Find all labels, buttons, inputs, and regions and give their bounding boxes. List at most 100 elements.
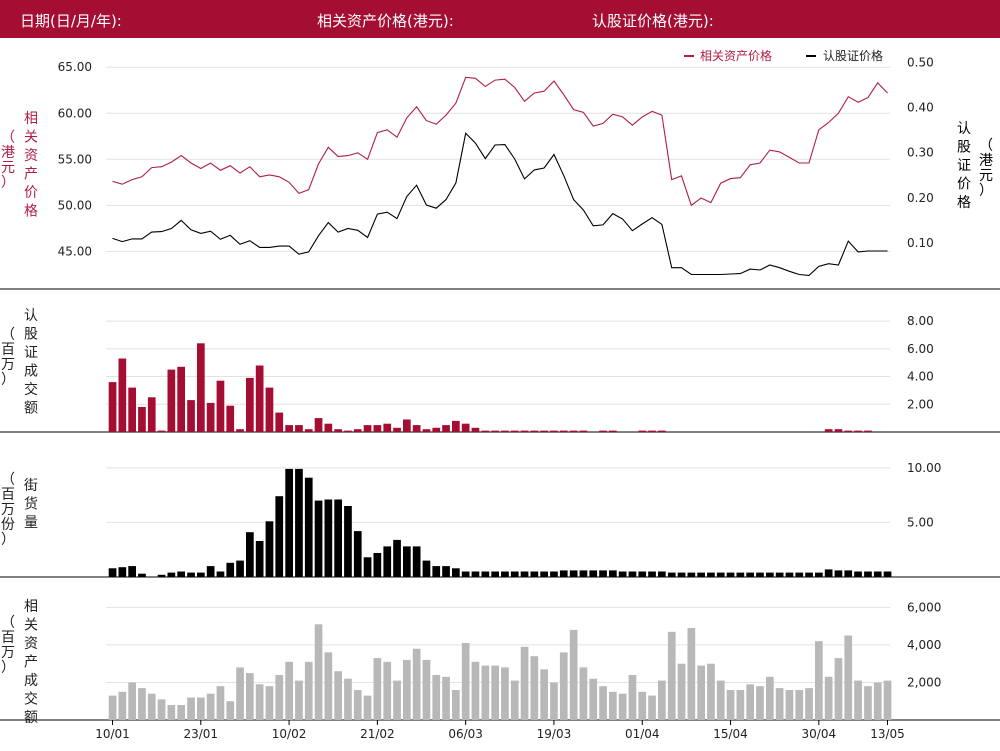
underlying-turnover-bar xyxy=(491,665,499,720)
outstanding-bar xyxy=(883,571,892,577)
underlying-turnover-bar xyxy=(461,643,470,720)
underlying-turnover-bar xyxy=(255,684,264,720)
underlying-turnover-bar xyxy=(324,652,333,720)
warrant-turnover-bar xyxy=(167,369,176,432)
underlying-turnover-bar xyxy=(295,680,303,720)
warrant-turnover-bar xyxy=(432,427,441,432)
warrant-turnover-bar xyxy=(334,429,342,432)
outstanding-bar xyxy=(471,571,480,577)
outstanding-bar xyxy=(618,571,627,577)
outstanding-bar xyxy=(756,572,764,577)
outstanding-bar xyxy=(491,571,499,577)
underlying-turnover-bar xyxy=(334,671,342,720)
outstanding-bar xyxy=(687,572,696,577)
outstanding-bar xyxy=(677,572,686,577)
outstanding-bar xyxy=(167,572,176,577)
underlying-turnover-bar xyxy=(756,686,764,720)
y-right-axis-unit: 元 xyxy=(979,168,993,184)
underlying-turnover-axis-unit: 万 xyxy=(1,645,15,661)
warrant-turnover-bar xyxy=(412,425,421,432)
underlying-turnover-bar xyxy=(569,629,578,720)
y-left-axis-label: 产 xyxy=(24,167,38,183)
date-label: 日期(日/月/年): xyxy=(20,12,122,30)
warrant-turnover-bar xyxy=(648,430,656,432)
underlying-turnover-bar xyxy=(540,669,548,720)
outstanding-bar xyxy=(628,571,637,577)
underlying-turnover-bar xyxy=(187,697,195,720)
outstanding-bar xyxy=(599,570,607,577)
outstanding-bar xyxy=(206,566,215,577)
underlying-turnover-bar xyxy=(108,695,117,720)
outstanding-bar xyxy=(432,566,441,577)
underlying-turnover-bar xyxy=(481,665,490,720)
underlying-turnover-bar xyxy=(707,663,715,720)
x-axis-tick-label: 10/02 xyxy=(272,727,307,741)
underlying-turnover-bar xyxy=(118,691,127,720)
underlying-turnover-bar xyxy=(530,656,539,720)
y-right-axis-unit: （ xyxy=(979,138,993,154)
y-left-axis-unit: （ xyxy=(1,130,15,146)
outstanding-bar xyxy=(834,570,843,577)
underlying-turnover-axis-label: 交 xyxy=(24,691,38,708)
underlying-turnover-axis-label: 资 xyxy=(24,636,38,652)
outstanding-bar xyxy=(197,572,205,577)
warrant-turnover-axis-label: 额 xyxy=(24,401,38,417)
underlying-turnover-bar xyxy=(785,690,794,720)
underlying-turnover-bar xyxy=(589,678,598,720)
outstanding-bar xyxy=(667,572,676,577)
warrant-turnover-bar xyxy=(422,429,431,432)
underlying-turnover-bar xyxy=(412,648,421,720)
warrant-turnover-bar xyxy=(452,420,460,432)
x-axis-tick-label: 21/02 xyxy=(360,727,395,741)
x-axis-tick-label: 30/04 xyxy=(802,727,837,741)
y-left-axis-unit: ） xyxy=(1,175,15,191)
outstanding-bar xyxy=(746,572,754,577)
outstanding-bar xyxy=(805,572,813,577)
warrant-turnover-bar xyxy=(383,423,392,432)
outstanding-axis-label: 货 xyxy=(24,496,38,513)
outstanding-bar xyxy=(452,568,460,577)
warrant-turnover-bar xyxy=(834,429,843,432)
underlying-turnover-bar xyxy=(304,661,313,720)
warrant-turnover-axis-unit: ） xyxy=(1,372,15,388)
y-left-tick-label: 65.00 xyxy=(58,60,92,74)
warrant-turnover-bar xyxy=(314,418,323,432)
underlying-turnover-bar xyxy=(795,690,804,720)
y-right-axis-label: 格 xyxy=(957,195,971,211)
underlying-turnover-bar xyxy=(246,673,254,720)
y-right-axis-label: 认 xyxy=(957,121,971,137)
underlying-turnover-bar xyxy=(432,675,441,720)
y-right-tick-label: 0.30 xyxy=(907,146,934,160)
warrant-turnover-axis-unit: 万 xyxy=(1,357,15,373)
outstanding-bar xyxy=(344,506,352,577)
y-left-tick-label: 50.00 xyxy=(58,198,92,212)
x-axis-tick-label: 15/04 xyxy=(713,727,748,741)
y-right-axis-label: 证 xyxy=(957,158,971,174)
underlying-turnover-bar xyxy=(471,661,480,720)
outstanding-axis-label: 量 xyxy=(24,515,38,531)
outstanding-bar xyxy=(520,571,529,577)
outstanding-bar xyxy=(697,572,705,577)
warrant-turnover-bar xyxy=(197,343,205,432)
outstanding-bar xyxy=(589,570,598,577)
outstanding-axis-unit: ） xyxy=(1,532,15,548)
underlying-turnover-bar xyxy=(618,693,627,720)
underlying-turnover-bar xyxy=(383,661,392,720)
underlying-turnover-bar xyxy=(638,691,647,720)
y-left-axis-unit: 港 xyxy=(1,145,15,161)
underlying-turnover-bar xyxy=(550,682,558,720)
outstanding-bar xyxy=(157,574,166,577)
chart-header-bar: 日期(日/月/年): 相关资产价格(港元): 认股证价格(港元): xyxy=(0,0,1000,38)
outstanding-bar xyxy=(707,572,715,577)
y-left-axis-label: 资 xyxy=(24,148,38,164)
underlying-turnover-bar xyxy=(197,697,205,720)
y-right-axis-unit: ） xyxy=(979,183,993,199)
chart-area: 45.00 50.00 55.00 60.00 65.00 0.10 0.20 0.30 0.4… xyxy=(0,48,1000,741)
legend-label-warrant: 认股证价格 xyxy=(823,48,883,63)
underlying-turnover-bar xyxy=(442,676,450,720)
underlying-turnover-bar xyxy=(393,680,401,720)
warrant-turnover-bar xyxy=(481,430,490,432)
outstanding-bar xyxy=(226,562,235,577)
outstanding-bar xyxy=(393,539,401,577)
underlying-turnover-axis-label: 额 xyxy=(24,710,38,726)
